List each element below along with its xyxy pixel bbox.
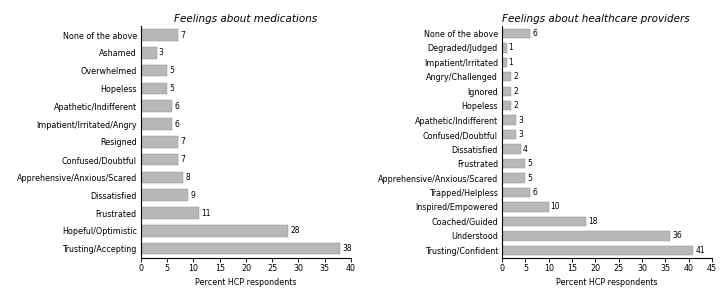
Bar [502,144,521,154]
Bar [502,217,586,226]
Text: Feelings about healthcare providers: Feelings about healthcare providers [502,14,690,24]
Text: 5: 5 [527,173,532,182]
Bar [502,43,507,53]
Text: 3: 3 [159,48,163,57]
Bar [502,130,516,139]
Bar [141,29,178,41]
Title: Feelings about medications: Feelings about medications [174,14,317,24]
Text: 5: 5 [527,159,532,168]
Bar [502,188,530,197]
Bar [502,29,530,38]
Text: 2: 2 [513,87,518,96]
Bar [502,86,511,96]
Text: 2: 2 [513,72,518,81]
Bar [502,202,549,212]
Text: 6: 6 [174,120,179,129]
X-axis label: Percent HCP respondents: Percent HCP respondents [557,278,658,287]
Text: 6: 6 [532,29,537,38]
Text: 4: 4 [523,145,528,154]
Text: 7: 7 [180,137,184,146]
Text: 1: 1 [509,43,513,52]
Text: 9: 9 [190,191,195,200]
Text: 7: 7 [180,155,184,164]
Bar [502,173,526,183]
Bar [502,72,511,81]
Bar [141,83,167,94]
Text: 2: 2 [513,101,518,110]
Bar [141,172,183,183]
Bar [141,243,341,254]
Bar [141,100,173,112]
Text: 38: 38 [343,244,352,253]
Text: 6: 6 [532,188,537,197]
Bar [141,225,288,237]
Text: 10: 10 [551,203,560,212]
Text: 41: 41 [696,246,705,255]
Text: 3: 3 [518,116,523,125]
Bar [502,101,511,110]
Text: 7: 7 [180,31,184,40]
Bar [141,136,178,148]
Bar [141,189,188,201]
Bar [502,231,670,241]
X-axis label: Percent HCP respondents: Percent HCP respondents [195,278,296,287]
Text: 8: 8 [185,173,190,182]
Text: 1: 1 [509,58,513,67]
Text: 5: 5 [169,66,174,75]
Bar [141,118,173,130]
Text: 36: 36 [672,231,682,240]
Bar [141,207,199,219]
Bar [141,47,157,59]
Text: 11: 11 [201,209,210,218]
Text: 6: 6 [174,102,179,111]
Text: 18: 18 [588,217,597,226]
Bar [502,246,693,255]
Bar [141,65,167,77]
Bar [502,116,516,125]
Text: 5: 5 [169,84,174,93]
Text: 28: 28 [290,226,299,235]
Bar [141,154,178,166]
Bar [502,159,526,168]
Text: 3: 3 [518,130,523,139]
Bar [502,58,507,67]
